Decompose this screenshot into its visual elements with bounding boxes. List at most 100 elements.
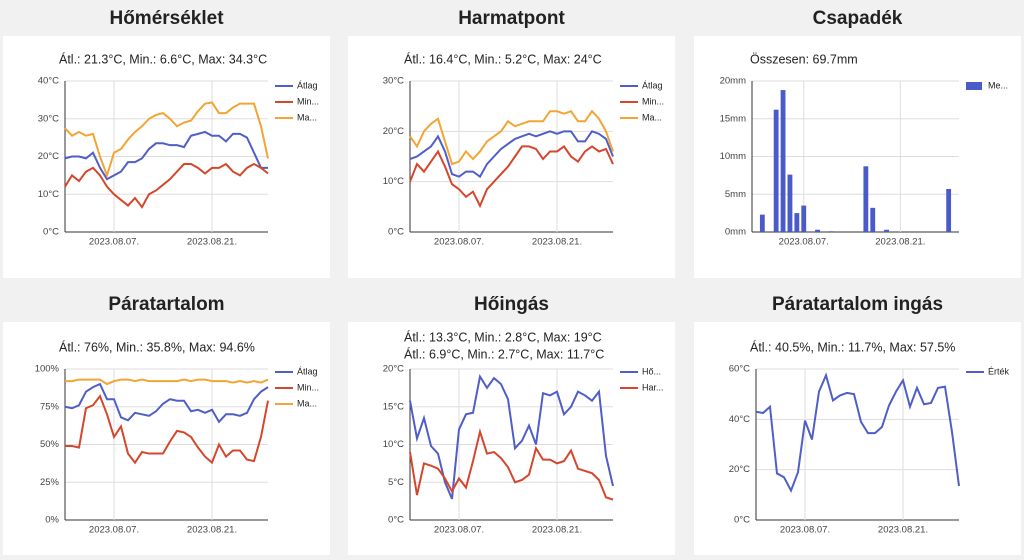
x-tick-label: 2023.08.21. xyxy=(875,237,925,248)
line-series xyxy=(409,373,614,500)
y-tick-label: 30°C xyxy=(38,113,59,124)
legend-label: Ma... xyxy=(642,112,662,122)
chart-title: Hőingás xyxy=(474,294,549,315)
y-tick-label: 25% xyxy=(40,477,60,488)
chart-card: Átl.: 21.3°C, Min.: 6.6°C, Max: 34.3°C 0°… xyxy=(3,36,330,278)
legend-label: Ma... xyxy=(297,398,317,408)
legend-label: Hő... xyxy=(642,366,661,376)
y-tick-label: 0% xyxy=(45,515,59,526)
chart-title: Csapadék xyxy=(812,8,903,29)
y-tick-label: 5°C xyxy=(388,477,404,488)
chart: Átl.: 40.5%, Min.: 11.7%, Max: 57.5% 0°C 2… xyxy=(729,339,1010,536)
chart-subtitle: Összesen: 69.7mm xyxy=(750,52,858,66)
legend-label: Átlag xyxy=(297,80,318,90)
chart: Összesen: 69.7mm 0mm 5mm 10mm 15mm 20mm 2023.0… xyxy=(720,52,1008,248)
legend-label: Átlag xyxy=(642,80,663,90)
line-series xyxy=(65,378,269,386)
line-series xyxy=(64,130,268,181)
legend-label: Me... xyxy=(988,80,1008,90)
y-tick-label: 20°C xyxy=(383,364,404,375)
y-tick-label: 10mm xyxy=(720,151,746,162)
x-tick-label: 2023.08.21. xyxy=(187,525,237,536)
y-tick-label: 50% xyxy=(40,439,60,450)
y-tick-label: 60°C xyxy=(729,364,750,375)
line-series xyxy=(64,382,269,424)
y-tick-label: 0°C xyxy=(388,515,404,526)
line-series xyxy=(65,394,269,465)
line-series xyxy=(409,427,614,501)
bar xyxy=(863,166,869,232)
y-tick-label: 0°C xyxy=(388,227,404,238)
bar xyxy=(759,214,765,232)
y-tick-label: 20°C xyxy=(729,464,750,475)
chart-subtitle: Átl.: 40.5%, Min.: 11.7%, Max: 57.5% xyxy=(750,339,955,354)
chart-subtitle: Átl.: 21.3°C, Min.: 6.6°C, Max: 34.3°C xyxy=(59,51,267,66)
x-tick-label: 2023.08.07. xyxy=(780,525,830,536)
y-tick-label: 10°C xyxy=(383,176,404,187)
y-tick-label: 20mm xyxy=(720,76,746,87)
y-tick-label: 15°C xyxy=(383,401,404,412)
y-tick-label: 30°C xyxy=(383,76,404,87)
legend-label: Har... xyxy=(642,382,664,392)
legend-label: Min... xyxy=(297,96,319,106)
y-tick-label: 100% xyxy=(35,364,60,375)
x-tick-label: 2023.08.21. xyxy=(878,525,928,536)
bar xyxy=(946,188,952,232)
y-tick-label: 40°C xyxy=(729,414,750,425)
y-tick-label: 5mm xyxy=(725,189,746,200)
y-tick-label: 20°C xyxy=(383,126,404,137)
chart-title: Páratartalom xyxy=(108,294,225,315)
chart-subtitle: Átl.: 6.9°C, Min.: 2.7°C, Max: 11.7°C xyxy=(404,346,604,361)
y-tick-label: 10°C xyxy=(38,189,59,200)
bar xyxy=(787,174,793,232)
x-tick-label: 2023.08.07. xyxy=(89,237,139,248)
line-series xyxy=(64,162,269,209)
bar xyxy=(815,229,820,232)
y-tick-label: 0mm xyxy=(725,227,746,238)
x-tick-label: 2023.08.21. xyxy=(532,525,582,536)
chart-title: Páratartalom ingás xyxy=(771,294,944,315)
legend-label: Min... xyxy=(642,96,664,106)
legend-label: Min... xyxy=(297,382,319,392)
y-tick-label: 10°C xyxy=(383,439,404,450)
legend-label: Átlag xyxy=(297,366,318,376)
y-tick-label: 15mm xyxy=(720,113,746,124)
line-series xyxy=(409,109,614,166)
bar xyxy=(828,231,834,232)
y-tick-label: 20°C xyxy=(38,151,59,162)
line-series xyxy=(409,145,614,209)
line-series xyxy=(755,372,960,493)
line-series xyxy=(409,130,614,179)
legend-label: Ma... xyxy=(297,112,317,122)
chart-card: Átl.: 16.4°C, Min.: 5.2°C, Max: 24°C 0°C 1… xyxy=(348,36,675,278)
x-tick-label: 2023.08.07. xyxy=(89,525,139,536)
chart-subtitle: Átl.: 13.3°C, Min.: 2.8°C, Max: 19°C xyxy=(404,329,602,344)
chart: Átl.: 21.3°C, Min.: 6.6°C, Max: 34.3°C 0°… xyxy=(38,51,319,248)
chart-subtitle: Átl.: 16.4°C, Min.: 5.2°C, Max: 24°C xyxy=(404,51,602,66)
chart: Átl.: 13.3°C, Min.: 2.8°C, Max: 19°C Átl.… xyxy=(383,329,664,536)
bar xyxy=(801,205,807,232)
y-tick-label: 0°C xyxy=(43,227,59,238)
bar xyxy=(884,229,889,232)
bar xyxy=(780,90,786,232)
chart-title: Hőmérséklet xyxy=(109,8,224,29)
chart-subtitle: Átl.: 76%, Min.: 35.8%, Max: 94.6% xyxy=(59,339,255,354)
chart-card: Átl.: 40.5%, Min.: 11.7%, Max: 57.5% 0°C 2… xyxy=(694,322,1021,555)
chart: Átl.: 76%, Min.: 35.8%, Max: 94.6% 0% 25% 5… xyxy=(35,339,319,536)
y-tick-label: 0°C xyxy=(734,515,750,526)
y-tick-label: 75% xyxy=(40,401,60,412)
chart-card: Átl.: 76%, Min.: 35.8%, Max: 94.6% 0% 25% 5… xyxy=(3,322,330,555)
x-tick-label: 2023.08.21. xyxy=(187,237,237,248)
legend-label: Érték xyxy=(988,366,1010,376)
chart-card: Átl.: 13.3°C, Min.: 2.8°C, Max: 19°C Átl.… xyxy=(348,322,675,555)
y-tick-label: 40°C xyxy=(38,76,59,87)
x-tick-label: 2023.08.07. xyxy=(434,525,484,536)
x-tick-label: 2023.08.21. xyxy=(532,237,582,248)
bar xyxy=(794,213,800,232)
x-tick-label: 2023.08.07. xyxy=(779,237,829,248)
bar xyxy=(773,109,779,232)
chart-card: Összesen: 69.7mm 0mm 5mm 10mm 15mm 20mm 2023.0… xyxy=(694,36,1021,278)
bar xyxy=(870,207,876,232)
chart: Átl.: 16.4°C, Min.: 5.2°C, Max: 24°C 0°C 1… xyxy=(383,51,664,248)
